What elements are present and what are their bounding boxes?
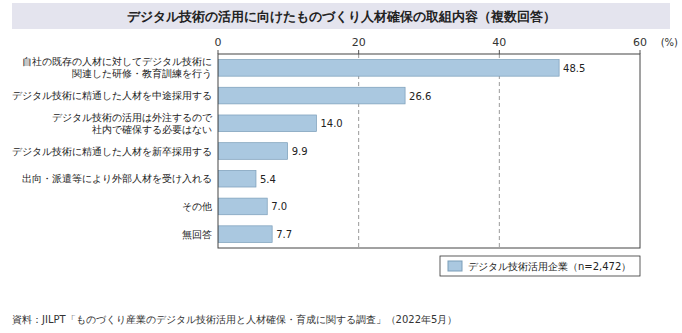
plot-frame	[218, 54, 640, 248]
bar	[218, 60, 559, 77]
category-label-line: 無回答	[182, 229, 212, 240]
bars	[218, 60, 559, 243]
bar	[218, 115, 316, 132]
category-label: その他	[182, 201, 212, 212]
category-label-line: デジタル技術の活用は外注するので	[52, 112, 213, 123]
data-label: 7.7	[276, 229, 292, 240]
category-label-line: デジタル技術に精通した人材を新卒採用する	[12, 146, 212, 157]
data-label: 48.5	[563, 63, 585, 74]
tick-mark	[640, 50, 641, 54]
legend-swatch	[448, 261, 462, 271]
tick-label: 20	[352, 36, 366, 49]
category-label: デジタル技術の活用は外注するので社内で確保する必要はない	[52, 112, 213, 135]
tick-mark	[499, 50, 500, 54]
category-label: 自社の既存の人材に対してデジタル技術に関連した研修・教育訓練を行う	[22, 56, 212, 79]
title-banner	[12, 3, 670, 29]
category-label-line: 自社の既存の人材に対してデジタル技術に	[22, 56, 212, 67]
bar	[218, 198, 267, 215]
tick-mark	[358, 50, 359, 54]
bar	[218, 170, 256, 187]
data-label: 7.0	[271, 201, 287, 212]
legend: デジタル技術活用企業（n=2,472）	[440, 256, 640, 276]
chart: デジタル技術の活用に向けたものづくり人材確保の取組内容（複数回答） 0 20 40 60…	[0, 0, 682, 333]
tick-mark	[218, 50, 219, 54]
bar	[218, 226, 272, 243]
tick-label: 0	[215, 36, 222, 49]
legend-label: デジタル技術活用企業（n=2,472）	[468, 261, 631, 272]
data-label: 5.4	[260, 174, 276, 185]
title: デジタル技術の活用に向けたものづくり人材確保の取組内容（複数回答）	[127, 9, 556, 24]
footnote: 資料：JILPT「ものづくり産業のデジタル技術活用と人材確保・育成に関する調査」…	[12, 314, 457, 325]
category-label: デジタル技術に精通した人材を新卒採用する	[12, 146, 212, 157]
tick-label: 40	[492, 36, 506, 49]
legend-box	[440, 256, 640, 276]
grid	[359, 54, 500, 248]
category-label: デジタル技術に精通した人材を中途採用する	[12, 90, 212, 101]
data-label: 26.6	[409, 91, 431, 102]
bar	[218, 87, 405, 104]
grid-line	[358, 54, 359, 248]
bar	[218, 143, 288, 160]
tick-label: 60	[633, 36, 647, 49]
grid-line	[499, 54, 500, 248]
category-label-line: 関連した研修・教育訓練を行う	[72, 68, 212, 79]
category-label: 出向・派遣等により外部人材を受け入れる	[22, 173, 212, 184]
category-label-line: 出向・派遣等により外部人材を受け入れる	[22, 173, 212, 184]
axis-unit: (%)	[661, 37, 678, 48]
category-label-line: 社内で確保する必要はない	[92, 124, 212, 135]
data-label: 14.0	[320, 118, 342, 129]
category-label-line: デジタル技術に精通した人材を中途採用する	[12, 90, 212, 101]
data-label: 9.9	[292, 146, 308, 157]
category-label-line: その他	[182, 201, 212, 212]
category-label: 無回答	[182, 229, 212, 240]
